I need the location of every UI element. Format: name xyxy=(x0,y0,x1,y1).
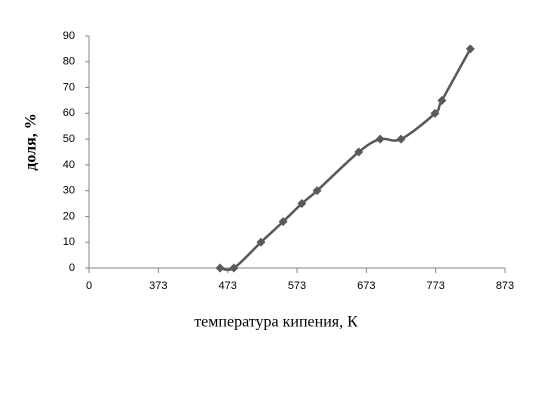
x-tick-label: 673 xyxy=(357,280,375,292)
marker xyxy=(278,217,288,227)
y-tick-label: 40 xyxy=(63,159,75,171)
marker xyxy=(465,44,475,54)
x-tick-label: 773 xyxy=(426,280,444,292)
x-tick-label: 873 xyxy=(496,280,514,292)
y-tick-label: 20 xyxy=(63,210,75,222)
y-tick-label: 70 xyxy=(63,81,75,93)
x-axis-label: температура кипения, К xyxy=(194,314,358,331)
x-tick-label: 373 xyxy=(149,280,167,292)
series-line xyxy=(219,48,472,272)
marker xyxy=(375,134,385,144)
y-tick-label: 10 xyxy=(63,236,75,248)
x-tick-label: 0 xyxy=(86,280,92,292)
marker xyxy=(437,95,447,105)
marker xyxy=(256,237,266,247)
marker xyxy=(354,147,364,157)
y-tick-label: 60 xyxy=(63,107,75,119)
y-tick-label: 90 xyxy=(63,30,75,42)
marker xyxy=(297,199,307,209)
marker xyxy=(396,134,406,144)
marker xyxy=(430,108,440,118)
y-tick-label: 50 xyxy=(63,133,75,145)
marker xyxy=(215,263,225,273)
marker xyxy=(312,186,322,196)
y-axis-label: доля, % xyxy=(23,113,40,171)
x-tick-label: 473 xyxy=(218,280,236,292)
marker xyxy=(229,263,239,273)
y-tick-label: 0 xyxy=(69,262,75,274)
y-tick-label: 80 xyxy=(63,56,75,68)
x-tick-label: 573 xyxy=(288,280,306,292)
y-tick-label: 30 xyxy=(63,185,75,197)
